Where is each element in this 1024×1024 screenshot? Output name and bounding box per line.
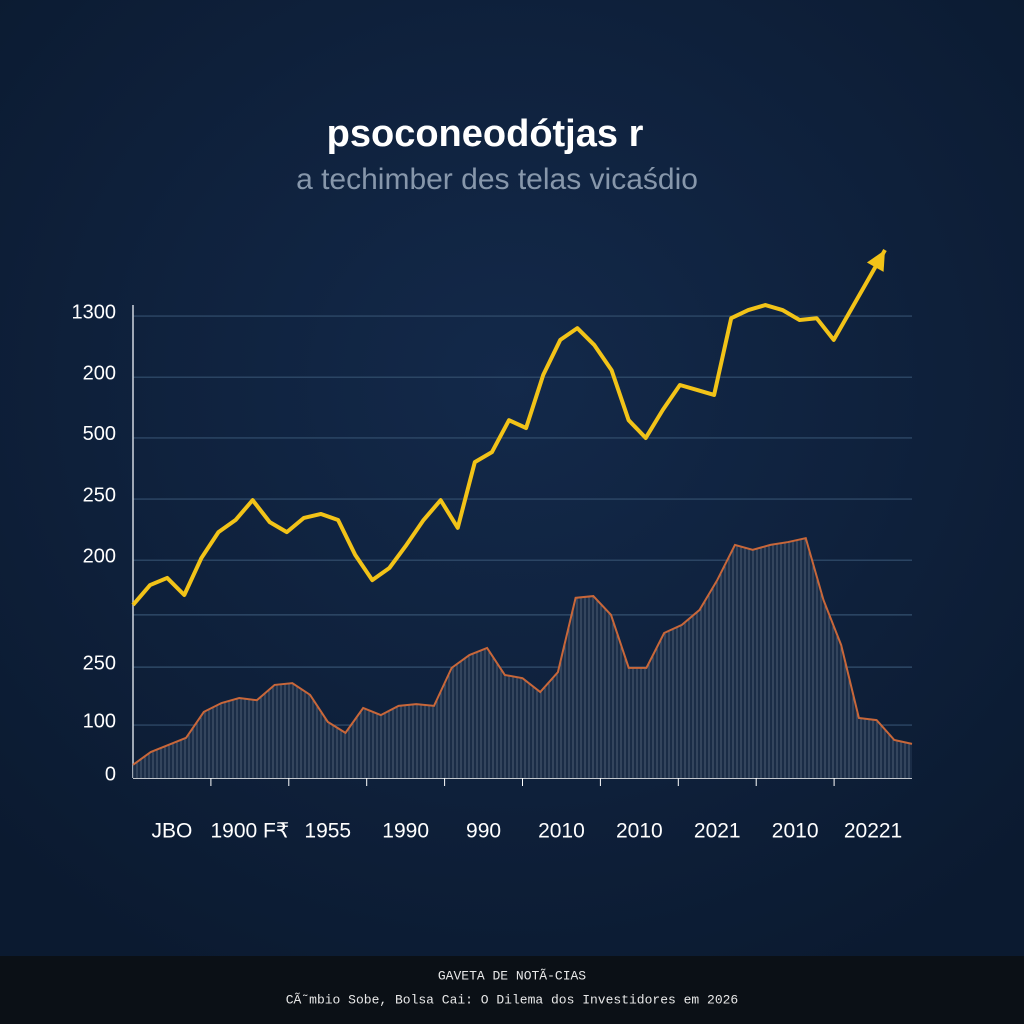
x-tick-label: 1900 F₹ xyxy=(210,820,289,843)
y-tick-label: 200 xyxy=(83,545,116,567)
x-tick-label: 2010 xyxy=(616,820,663,843)
footer-source: GAVETA DE NOTÃ-CIAS xyxy=(438,968,586,983)
x-tick-label: 990 xyxy=(466,820,501,843)
x-tick-label: 20221 xyxy=(844,820,902,843)
background xyxy=(0,0,1024,956)
y-tick-label: 0 xyxy=(105,763,116,785)
arrow-head xyxy=(866,249,885,272)
x-tick-label: 1955 xyxy=(304,820,351,843)
footer-bar xyxy=(0,956,1024,1024)
plot: 0 100 250 200 250 500 200 1300 JBO 1900 F₹ 1955 199… xyxy=(72,248,913,843)
x-tick-label: 2010 xyxy=(772,820,819,843)
y-tick-label: 100 xyxy=(83,710,116,732)
chart-title: psoconeodótjas r xyxy=(327,113,644,155)
area-line xyxy=(132,536,913,766)
chart-subtitle: a techimber des telas vicaśdio xyxy=(296,163,698,196)
y-tick-label: 500 xyxy=(83,423,116,445)
x-tick-label: JBO xyxy=(152,820,193,843)
footer-headline: CÃ˜mbio Sobe, Bolsa Cai: O Dilema dos In… xyxy=(286,992,738,1007)
x-tick-label: 2021 xyxy=(694,820,741,843)
y-tick-label: 1300 xyxy=(72,301,117,323)
y-tick-label: 200 xyxy=(83,362,116,384)
line xyxy=(131,248,887,607)
area-fill xyxy=(133,538,912,778)
y-tick-label: 250 xyxy=(83,484,116,506)
x-tick-label: 1990 xyxy=(382,820,429,843)
y-tick-label: 250 xyxy=(83,652,116,674)
x-tick-label: 2010 xyxy=(538,820,585,843)
